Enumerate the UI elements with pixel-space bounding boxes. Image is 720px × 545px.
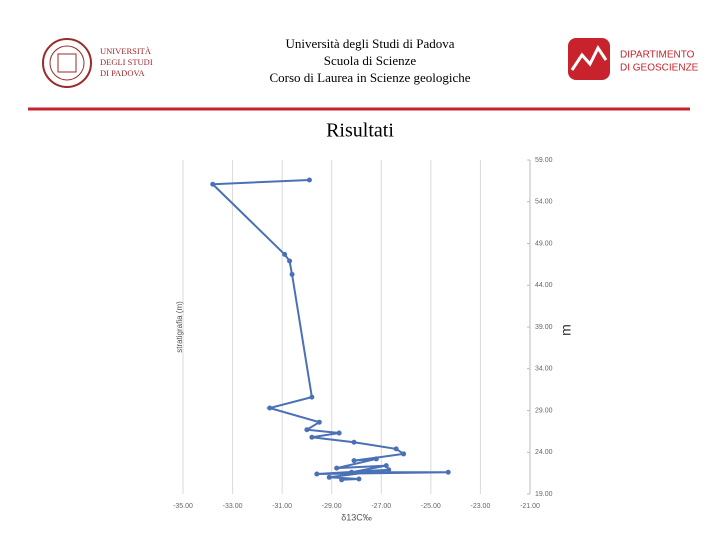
- x-tick-label: -23.00: [470, 503, 490, 510]
- data-point: [282, 251, 288, 257]
- x-tick-label: -31.00: [272, 503, 292, 510]
- header-line: Corso di Laurea in Scienze geologiche: [269, 70, 470, 85]
- logo-text: DEGLI STUDI: [100, 57, 153, 67]
- data-point: [356, 476, 362, 482]
- data-point: [334, 465, 340, 471]
- data-point: [314, 471, 320, 477]
- y-tick-label: 24.00: [535, 449, 553, 456]
- logo-text: DIPARTIMENTO: [620, 50, 695, 61]
- data-point: [326, 474, 332, 480]
- y-tick-label: 29.00: [535, 407, 553, 414]
- x-tick-label: -27.00: [371, 503, 391, 510]
- y-tick-label: 44.00: [535, 282, 553, 289]
- data-point: [351, 439, 357, 445]
- y-tick-label: 34.00: [535, 366, 553, 373]
- y-tick-label: 49.00: [535, 240, 553, 247]
- x-tick-label: -25.00: [421, 503, 441, 510]
- y2-axis-label: m: [558, 324, 574, 336]
- data-point: [316, 419, 322, 425]
- y-tick-label: 39.00: [535, 324, 553, 331]
- data-point: [339, 477, 345, 483]
- department-logo: DIPARTIMENTO DI GEOSCIENZE: [568, 38, 699, 80]
- x-axis-label: δ13C‰: [341, 512, 372, 522]
- x-tick-label: -21.00: [520, 503, 540, 510]
- data-point: [349, 469, 355, 475]
- chart: -35.00 -33.00 -31.00 -29.00 -27.00 -25.00 -23.…: [173, 157, 574, 523]
- y-tick-label: 59.00: [535, 157, 553, 164]
- data-line: [210, 179, 449, 481]
- data-point: [309, 394, 315, 400]
- header-line: Scuola di Scienze: [324, 53, 417, 68]
- header-line: Università degli Studi di Padova: [286, 36, 455, 51]
- x-tick-label: -29.00: [322, 503, 342, 510]
- logo-text: DI PADOVA: [100, 68, 145, 78]
- data-point: [304, 427, 310, 433]
- data-point: [306, 177, 312, 183]
- data-point: [336, 430, 342, 436]
- data-point: [383, 463, 389, 469]
- data-point: [210, 181, 216, 187]
- logo-text: DI GEOSCIENZE: [620, 63, 699, 74]
- data-point: [373, 456, 379, 462]
- data-point: [445, 469, 451, 475]
- data-point: [351, 458, 357, 464]
- data-point: [309, 434, 315, 440]
- y-tick-label: 19.00: [535, 491, 553, 498]
- x-tick-label: -33.00: [223, 503, 243, 510]
- data-point: [267, 405, 273, 411]
- data-point: [401, 451, 407, 457]
- logo-text: UNIVERSITÀ: [100, 46, 152, 56]
- university-logo: UNIVERSITÀ DEGLI STUDI DI PADOVA: [42, 38, 153, 88]
- data-point: [393, 446, 399, 452]
- y-axis-label: stratigrafia (m): [175, 301, 184, 353]
- y-tick-label: 54.00: [535, 199, 553, 206]
- slide-title: Risultati: [326, 120, 394, 142]
- x-tick-label: -35.00: [173, 503, 193, 510]
- data-point: [287, 258, 293, 264]
- data-point: [386, 467, 392, 473]
- data-point: [289, 271, 295, 277]
